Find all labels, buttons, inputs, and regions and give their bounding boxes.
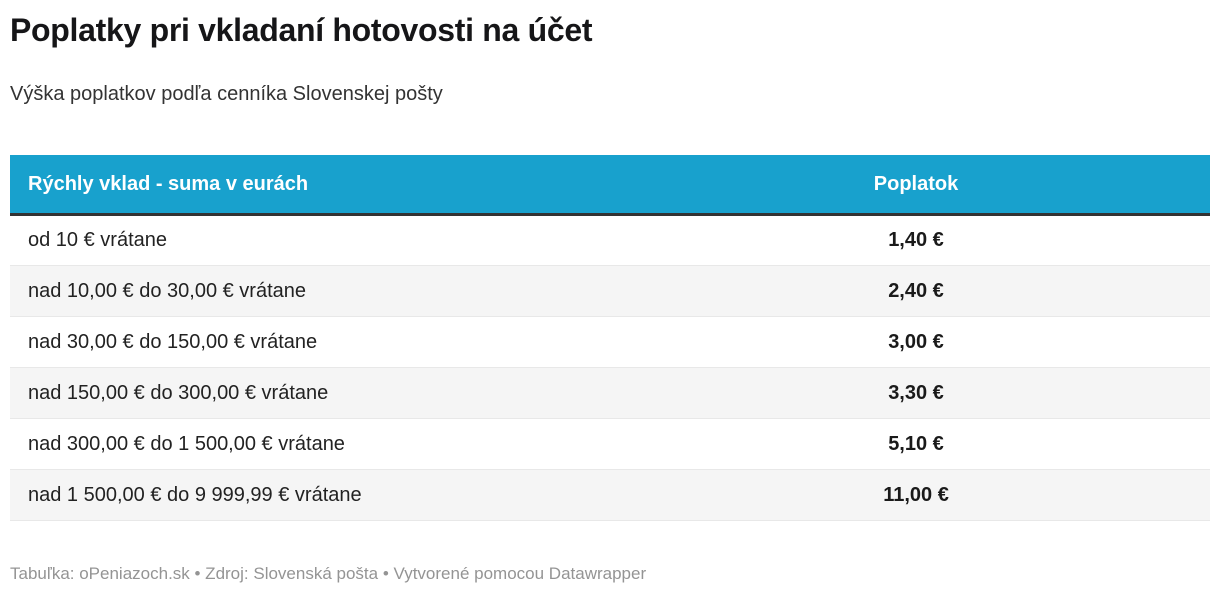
page-title: Poplatky pri vkladaní hotovosti na účet <box>10 12 593 48</box>
row-fee-cell: 1,40 € <box>622 214 1210 267</box>
row-fee-cell: 3,00 € <box>622 316 1210 369</box>
row-fee-cell: 3,30 € <box>622 367 1210 420</box>
row-range-cell: nad 150,00 € do 300,00 € vrátane <box>10 367 622 420</box>
column-header-fee: Poplatok <box>622 154 1210 217</box>
table-row: nad 30,00 € do 150,00 € vrátane 3,00 € <box>10 316 1210 369</box>
row-fee-cell: 11,00 € <box>622 469 1210 522</box>
row-fee-cell: 5,10 € <box>622 418 1210 471</box>
column-header-range: Rýchly vklad - suma v eurách <box>10 154 622 217</box>
fees-table: Rýchly vklad - suma v eurách Poplatok od… <box>10 154 1210 522</box>
table-row: nad 1 500,00 € do 9 999,99 € vrátane 11,… <box>10 469 1210 522</box>
fees-table-container: Rýchly vklad - suma v eurách Poplatok od… <box>10 154 1210 522</box>
row-range-cell: nad 1 500,00 € do 9 999,99 € vrátane <box>10 469 622 522</box>
table-row: nad 150,00 € do 300,00 € vrátane 3,30 € <box>10 367 1210 420</box>
table-header: Rýchly vklad - suma v eurách Poplatok <box>10 154 1210 217</box>
footer-credit: Tabuľka: oPeniazoch.sk • Zdroj: Slovensk… <box>10 564 647 584</box>
page-subtitle: Výška poplatkov podľa cenníka Slovenskej… <box>10 82 443 105</box>
table-row: nad 10,00 € do 30,00 € vrátane 2,40 € <box>10 265 1210 318</box>
row-range-cell: od 10 € vrátane <box>10 214 622 267</box>
row-fee-cell: 2,40 € <box>622 265 1210 318</box>
row-range-cell: nad 10,00 € do 30,00 € vrátane <box>10 265 622 318</box>
table-row: od 10 € vrátane 1,40 € <box>10 214 1210 267</box>
row-range-cell: nad 30,00 € do 150,00 € vrátane <box>10 316 622 369</box>
table-body: od 10 € vrátane 1,40 € nad 10,00 € do 30… <box>10 214 1210 522</box>
table-row: nad 300,00 € do 1 500,00 € vrátane 5,10 … <box>10 418 1210 471</box>
table-header-row: Rýchly vklad - suma v eurách Poplatok <box>10 154 1210 217</box>
row-range-cell: nad 300,00 € do 1 500,00 € vrátane <box>10 418 622 471</box>
